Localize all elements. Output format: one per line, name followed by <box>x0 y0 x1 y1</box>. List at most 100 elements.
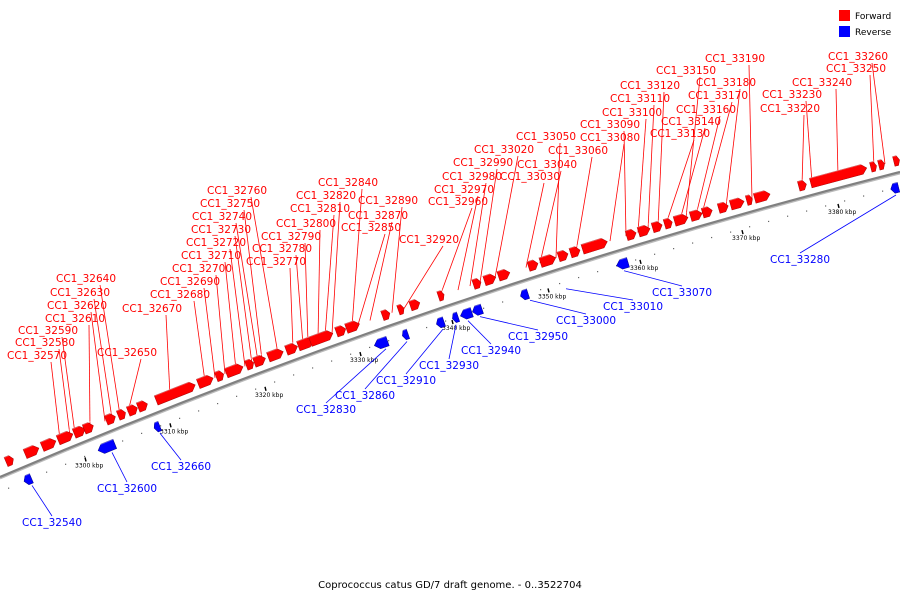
legend-forward-label: Forward <box>855 12 891 22</box>
forward-gene-arrow-highlight <box>396 302 403 307</box>
legend-reverse-swatch <box>839 26 850 37</box>
minor-tick <box>578 276 580 279</box>
minor-tick <box>312 367 314 369</box>
forward-gene-arrow <box>214 368 224 382</box>
forward-gene-arrow-highlight <box>284 341 296 347</box>
reverse-gene-label: CC1_32930 <box>419 360 479 372</box>
forward-gene-arrow-highlight <box>538 252 555 259</box>
forward-leader-line <box>539 170 562 264</box>
forward-leader-line <box>439 207 473 297</box>
forward-gene-arrow <box>224 361 244 379</box>
forward-leader-line <box>403 245 444 309</box>
forward-gene-arrow <box>284 341 298 356</box>
minor-tick <box>844 200 846 202</box>
forward-gene-arrow <box>3 453 14 467</box>
forward-gene-arrow <box>471 276 482 290</box>
reverse-gene-arrow <box>614 256 630 270</box>
forward-gene-arrow-highlight <box>650 219 661 224</box>
reverse-gene-arrow-shape <box>436 316 446 329</box>
tick-label: 3310 kbp <box>160 428 188 435</box>
forward-gene-arrow <box>135 398 148 413</box>
forward-leader-line <box>88 324 91 428</box>
reverse-gene-arrow <box>400 328 410 341</box>
forward-gene-arrow-shape <box>809 164 868 189</box>
forward-gene-arrow <box>103 411 116 426</box>
minor-tick <box>122 440 124 442</box>
forward-gene-arrow-shape <box>482 273 497 286</box>
forward-gene-arrow-highlight <box>344 318 359 325</box>
minor-tick <box>255 388 257 390</box>
minor-tick <box>635 259 637 261</box>
reverse-gene-arrow <box>434 316 446 329</box>
forward-leader-line <box>695 115 721 216</box>
forward-gene-label: CC1_33020 <box>474 144 534 156</box>
forward-gene-arrow-shape <box>636 224 651 238</box>
forward-gene-label: CC1_32840 <box>318 177 378 189</box>
forward-gene-arrow <box>266 346 284 363</box>
forward-gene-label: CC1_33080 <box>580 132 640 144</box>
forward-gene-arrow-highlight <box>196 372 212 380</box>
forward-gene-label: CC1_33220 <box>760 103 820 115</box>
reverse-gene-arrow <box>450 311 461 323</box>
reverse-leader-line <box>325 348 387 404</box>
forward-gene-arrow <box>728 195 745 211</box>
forward-gene-arrow-shape <box>252 354 266 368</box>
forward-gene-label: CC1_33030 <box>500 171 560 183</box>
forward-leader-line <box>165 314 171 396</box>
reverse-gene-arrow <box>21 473 34 486</box>
reverse-gene-label: CC1_33070 <box>652 287 712 299</box>
forward-leader-line <box>224 261 237 370</box>
forward-gene-label: CC1_32580 <box>15 337 75 349</box>
minor-tick <box>331 360 333 362</box>
forward-leader-line <box>657 91 665 227</box>
forward-gene-arrow-highlight <box>556 248 567 253</box>
forward-leader-line <box>748 64 753 200</box>
reverse-leader-line <box>623 270 683 287</box>
forward-gene-arrow-highlight <box>266 346 282 354</box>
forward-gene-arrow <box>380 307 391 321</box>
forward-gene-arrow-highlight <box>104 411 114 417</box>
forward-gene-arrow-highlight <box>809 162 866 179</box>
forward-gene-arrow <box>797 178 807 192</box>
forward-gene-arrow-shape <box>471 278 482 290</box>
label-leaders <box>31 62 897 517</box>
forward-gene-arrow-shape <box>81 422 94 435</box>
major-tick <box>451 319 454 325</box>
forward-leader-line <box>647 104 655 230</box>
forward-leader-line <box>304 242 309 343</box>
reverse-gene-arrow-shape <box>23 473 34 486</box>
reverse-leader-line <box>31 485 53 517</box>
reverse-gene-arrow <box>96 438 117 454</box>
forward-gene-arrow-highlight <box>662 216 671 221</box>
tick-label: 3360 kbp <box>630 265 658 272</box>
minor-tick <box>236 395 238 397</box>
forward-leader-line <box>203 287 216 378</box>
forward-gene-label: CC1_33100 <box>602 107 662 119</box>
forward-gene-arrow <box>624 227 637 241</box>
forward-leader-line <box>869 74 875 167</box>
forward-gene-arrow <box>580 236 608 255</box>
forward-gene-label: CC1_32700 <box>172 263 232 275</box>
forward-gene-label: CC1_32960 <box>428 196 488 208</box>
forward-leader-line <box>609 143 625 242</box>
forward-gene-arrow-highlight <box>877 158 884 161</box>
gene-labels: CC1_32570CC1_32580CC1_32590CC1_32610CC1_… <box>7 51 888 529</box>
minor-tick <box>46 471 48 473</box>
forward-leader-line <box>555 142 561 258</box>
forward-leader-line <box>215 274 226 374</box>
forward-gene-arrow-shape <box>224 363 244 379</box>
forward-gene-arrow-shape <box>892 155 900 167</box>
forward-gene-arrow-highlight <box>580 236 607 246</box>
reverse-gene-arrow-highlight <box>450 311 457 315</box>
minor-tick <box>825 205 827 207</box>
forward-leader-line <box>665 139 695 225</box>
forward-gene-arrow-highlight <box>380 307 389 312</box>
forward-gene-label: CC1_32740 <box>192 211 252 223</box>
forward-gene-arrow-highlight <box>689 207 701 213</box>
forward-leader-line <box>295 254 304 345</box>
forward-gene-arrow <box>334 323 347 338</box>
forward-gene-arrow-shape <box>125 404 138 417</box>
forward-leader-line <box>679 127 706 221</box>
forward-gene-arrow-shape <box>538 254 557 268</box>
reverse-gene-label: CC1_33000 <box>556 315 616 327</box>
